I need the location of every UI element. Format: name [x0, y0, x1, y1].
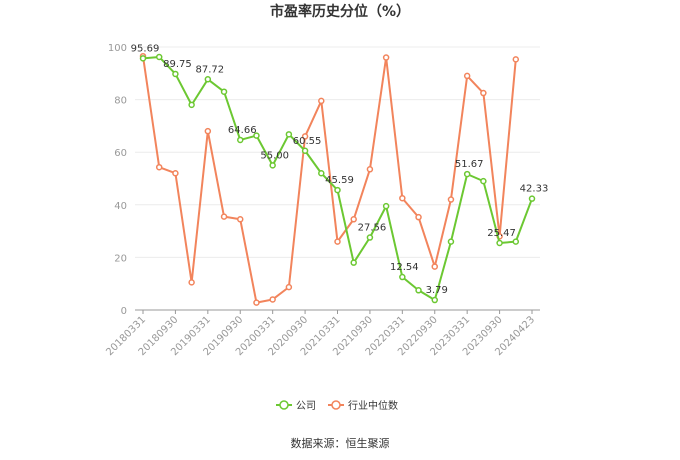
data-point-0 [155, 53, 163, 61]
data-label: 60.55 [293, 136, 322, 147]
y-tick-label: 100 [108, 43, 127, 54]
data-label: 89.75 [163, 59, 192, 70]
data-point-0 [204, 76, 212, 83]
data-point-1 [253, 299, 260, 306]
data-point-0 [237, 136, 244, 144]
data-point-1 [399, 194, 406, 202]
data-point-0 [318, 169, 325, 177]
y-tick-label: 40 [114, 201, 127, 212]
data-label: 51.67 [455, 159, 484, 170]
y-tick-label: 20 [114, 253, 127, 264]
data-point-1 [415, 213, 422, 221]
data-point-0 [480, 177, 487, 185]
data-label: 87.72 [196, 64, 225, 75]
x-axis: 2018033120180930201903312019093020200331… [104, 309, 540, 358]
legend-label: 公司 [296, 401, 316, 412]
series-layer [139, 52, 536, 306]
data-label: 12.54 [390, 262, 419, 273]
data-point-1 [172, 169, 179, 177]
legend[interactable]: 公司 行业中位数 [276, 399, 398, 412]
data-point-0 [366, 234, 374, 241]
data-point-0 [415, 287, 422, 294]
data-point-0 [382, 202, 390, 210]
data-label: 25.47 [487, 228, 516, 239]
y-tick-label: 60 [114, 148, 127, 159]
data-point-1 [204, 127, 212, 135]
legend-swatch-marker [279, 400, 289, 410]
chart-title: 市盈率历史分位（%） [270, 3, 410, 20]
data-point-1 [269, 296, 276, 303]
data-point-0 [269, 162, 276, 169]
data-label: 45.59 [325, 175, 354, 186]
data-point-1 [431, 263, 438, 270]
grid-lines [135, 46, 540, 258]
data-point-0 [463, 170, 471, 178]
data-label: 95.69 [131, 43, 160, 54]
y-tick-label: 0 [121, 306, 127, 317]
data-point-0 [220, 88, 228, 95]
data-point-0 [399, 273, 406, 281]
data-label: 27.56 [358, 223, 387, 234]
data-point-0 [301, 147, 309, 155]
data-label: 55.00 [260, 150, 289, 161]
data-point-1 [188, 279, 195, 286]
data-point-0 [285, 131, 293, 138]
data-point-1 [366, 166, 374, 173]
series-line-1 [142, 56, 517, 304]
data-point-0 [253, 132, 260, 139]
data-label: 3.79 [426, 285, 448, 296]
legend-swatch-marker [331, 400, 341, 410]
data-point-1 [350, 216, 357, 223]
data-point-1 [155, 163, 163, 171]
data-label: 64.66 [228, 125, 257, 136]
data-point-1 [285, 283, 293, 291]
data-source: 数据来源：恒生聚源 [291, 436, 390, 450]
data-point-1 [447, 196, 455, 203]
data-point-1 [480, 89, 487, 97]
data-point-1 [382, 54, 390, 61]
data-point-1 [334, 238, 341, 245]
data-point-0 [528, 195, 536, 202]
data-point-1 [463, 72, 471, 80]
legend-label: 行业中位数 [348, 399, 398, 412]
data-point-1 [512, 56, 520, 63]
data-point-0 [431, 296, 438, 304]
data-point-0 [334, 186, 341, 194]
data-point-1 [237, 216, 244, 223]
data-label: 42.33 [520, 184, 549, 195]
data-point-0 [188, 101, 195, 109]
y-tick-label: 80 [114, 96, 127, 107]
data-point-0 [512, 238, 520, 245]
data-point-0 [172, 70, 179, 78]
data-point-1 [301, 133, 309, 140]
data-point-0 [447, 238, 455, 245]
data-point-0 [139, 55, 147, 62]
data-point-0 [496, 239, 503, 247]
y-axis: 0 20 40 60 80 100 [108, 43, 127, 317]
data-point-0 [350, 259, 357, 266]
data-point-1 [318, 97, 325, 105]
data-point-1 [220, 213, 228, 220]
